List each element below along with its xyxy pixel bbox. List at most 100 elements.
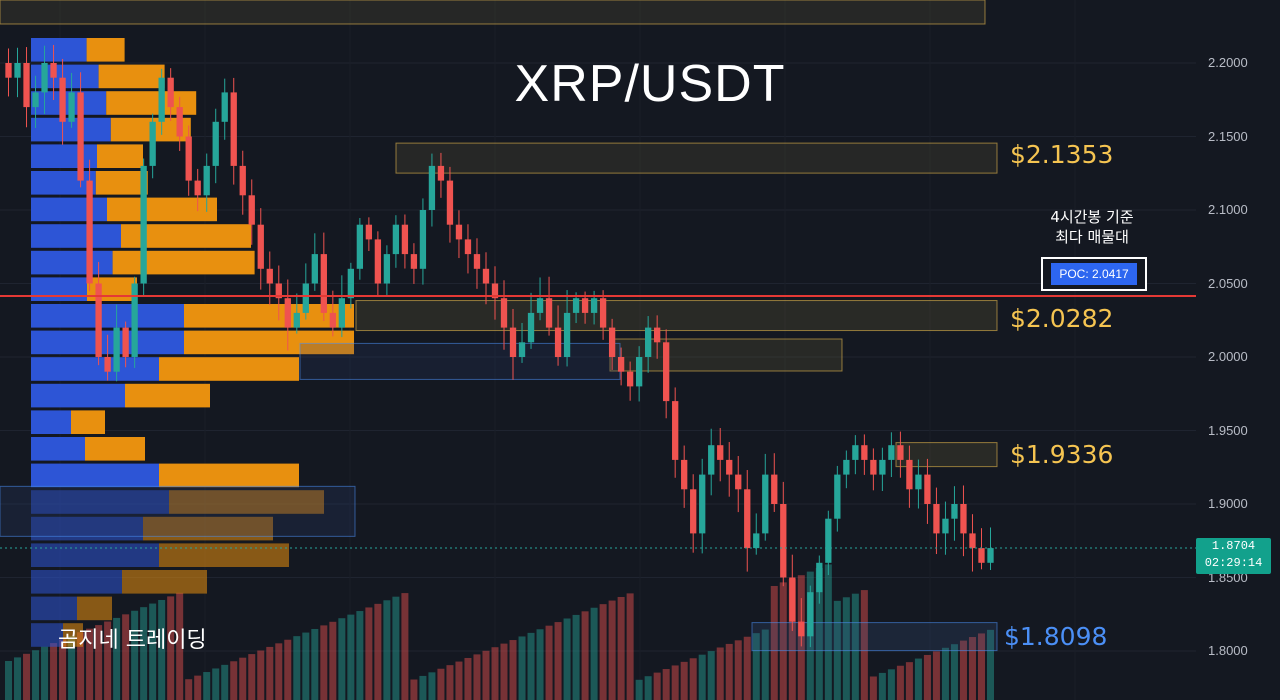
volume-bar	[779, 582, 787, 700]
volume-bar	[635, 679, 643, 700]
poc-label: POC: 2.0417	[1051, 263, 1137, 285]
candle-body	[374, 239, 382, 284]
volume-bar	[509, 640, 517, 700]
candle-body	[77, 92, 84, 181]
candle-body	[527, 312, 535, 343]
volume-bar	[257, 650, 265, 700]
profile-buy-bar	[31, 144, 97, 168]
candle-body	[239, 165, 246, 196]
candle-body	[626, 371, 634, 387]
candle-body	[635, 357, 643, 387]
volume-bar	[347, 614, 355, 700]
volume-bar	[149, 603, 157, 700]
candle-body	[500, 298, 508, 328]
candle-body	[762, 474, 769, 534]
volume-bar	[212, 668, 220, 700]
zone-label-1-9336: $1.9336	[1010, 440, 1114, 469]
candle-body	[167, 77, 174, 108]
volume-bar	[41, 646, 49, 700]
candle-body	[852, 445, 859, 460]
candle-body	[644, 327, 652, 357]
volume-bar	[905, 662, 913, 700]
profile-sell-bar	[85, 437, 145, 461]
candle-body	[14, 63, 21, 78]
zone-label-2-0282: $2.0282	[1010, 304, 1114, 333]
candle-body	[365, 224, 373, 240]
candle-body	[473, 254, 481, 269]
candle-body	[446, 180, 454, 225]
volume-bar	[770, 585, 778, 700]
volume-bar	[14, 657, 22, 700]
candlesticks	[5, 44, 994, 648]
price-tick-label: 2.0000	[1208, 349, 1248, 364]
grid-lines	[0, 62, 1196, 652]
profile-sell-bar	[87, 277, 137, 301]
candle-body	[870, 459, 877, 475]
candle-body	[410, 254, 418, 269]
candle-body	[203, 165, 210, 196]
candle-body	[654, 327, 661, 343]
candle-body	[663, 342, 670, 402]
volume-bar	[464, 657, 472, 700]
volume-bar	[644, 676, 652, 700]
candle-body	[248, 195, 255, 225]
price-tick-label: 1.9500	[1208, 422, 1248, 438]
volume-bar	[113, 617, 121, 700]
volume-bar	[203, 672, 211, 700]
candle-body	[690, 489, 697, 534]
candle-body	[608, 327, 616, 357]
volume-bar	[401, 593, 409, 700]
volume-bar	[329, 621, 337, 700]
profile-sell-bar	[97, 144, 143, 168]
volume-bar	[356, 611, 364, 700]
candle-body	[122, 327, 129, 357]
price-tick-label: 2.1500	[1208, 128, 1248, 144]
candle-body	[401, 224, 409, 255]
candle-body	[780, 504, 787, 578]
candle-body	[672, 401, 679, 460]
candle-body	[266, 268, 273, 284]
candle-body	[924, 474, 931, 504]
candle-body	[158, 77, 165, 122]
poc-note-line2: 최다 매물대	[1055, 228, 1129, 246]
profile-buy-bar	[31, 463, 159, 488]
candle-body	[113, 327, 120, 372]
price-zones	[0, 0, 998, 652]
candle-body	[50, 63, 57, 78]
volume-bar	[68, 635, 76, 700]
price-zone	[355, 300, 998, 332]
candle-body	[131, 283, 138, 357]
candle-body	[230, 92, 237, 166]
last-price-badge[interactable]: 1.8704 02:29:14	[1196, 538, 1271, 574]
poc-label-box: POC: 2.0417	[1041, 257, 1147, 291]
candle-body	[104, 357, 111, 372]
volume-bar	[194, 675, 202, 700]
volume-bar	[734, 640, 742, 700]
candle-body	[464, 239, 472, 255]
candle-body	[293, 312, 300, 328]
volume-bar	[527, 632, 535, 700]
price-tick-label: 2.2000	[1208, 55, 1248, 70]
candle-body	[257, 224, 264, 269]
volume-bar	[869, 676, 877, 700]
volume-bar	[140, 607, 148, 700]
volume-bar	[518, 636, 526, 700]
candle-body	[563, 312, 571, 357]
volume-bar	[662, 669, 670, 700]
candle-body	[572, 298, 580, 313]
candle-body	[68, 92, 75, 122]
candle-body	[942, 518, 949, 534]
candle-body	[221, 92, 228, 122]
candle-body	[726, 459, 733, 475]
volume-bar	[374, 603, 382, 700]
candle-body	[302, 283, 309, 313]
candle-body	[383, 254, 391, 284]
volume-bar	[581, 611, 589, 700]
profile-sell-bar	[159, 463, 299, 488]
chart-title: XRP/USDT	[514, 55, 786, 113]
volume-bar	[293, 636, 301, 700]
profile-buy-bar	[31, 570, 122, 594]
profile-sell-bar	[159, 543, 289, 567]
volume-bar	[986, 629, 994, 700]
candle-body	[311, 254, 318, 284]
